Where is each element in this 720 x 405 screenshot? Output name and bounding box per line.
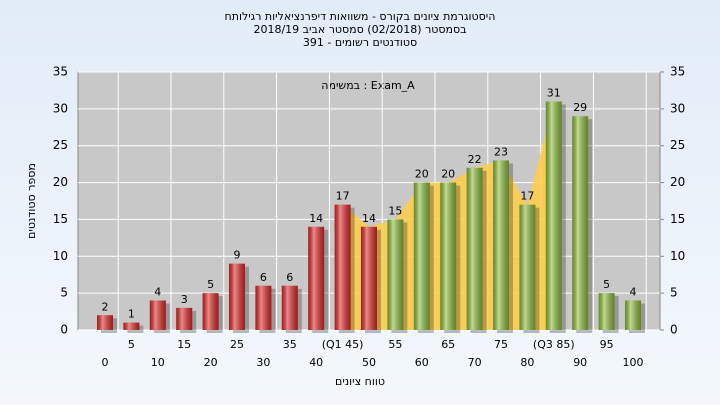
y2-tick-label: 15 [670, 212, 685, 226]
data-label: 1 [128, 308, 135, 321]
x-tick-label: 65 [441, 338, 455, 351]
y-tick-label: 0 [60, 323, 68, 337]
y2-tick-label: 5 [670, 286, 678, 300]
x-tick-label: 70 [468, 356, 482, 369]
y2-tick-label: 25 [670, 138, 685, 152]
x-tick-label: 25 [230, 338, 244, 351]
y-tick-label: 20 [53, 175, 68, 189]
x-tick-label: 5 [128, 338, 135, 351]
x-tick-label: (Q3 85) [533, 338, 575, 351]
data-label: 15 [388, 204, 402, 217]
bar-shine [413, 182, 430, 330]
data-label: 5 [603, 278, 610, 291]
y-axis-label: מספר סטודנטים [25, 163, 38, 239]
x-tick-label: 75 [494, 338, 508, 351]
data-label: 14 [309, 212, 323, 225]
y-tick-label: 15 [53, 212, 68, 226]
data-label: 6 [286, 271, 293, 284]
x-tick-label: 95 [600, 338, 614, 351]
data-label: 17 [520, 190, 534, 203]
data-label: 23 [494, 145, 508, 158]
y2-tick-label: 20 [670, 175, 685, 189]
bar-shine [519, 204, 536, 330]
bar-shine [493, 160, 509, 330]
bar-shine [149, 300, 166, 330]
bar-shine [361, 226, 377, 330]
y-tick-label: 5 [60, 286, 68, 300]
bar-shine [281, 285, 298, 330]
bar-shine [440, 182, 457, 330]
x-tick-label: 15 [177, 338, 191, 351]
bar-shine [308, 226, 325, 330]
chart-title: היסטוגרמת ציונים בקורס - משוואות דיפרנצי… [225, 10, 496, 23]
x-tick-label: 0 [102, 356, 109, 369]
bar-shine [176, 307, 193, 330]
bar-shine [598, 293, 615, 330]
y2-tick-label: 35 [670, 65, 685, 79]
bar-shine [97, 315, 113, 330]
y2-tick-label: 30 [670, 101, 685, 115]
y-tick-label: 30 [53, 101, 68, 115]
x-tick-label: 10 [151, 356, 165, 369]
x-tick-label: (Q1 45) [322, 338, 364, 351]
bar-shine [229, 263, 245, 330]
bar-shine [572, 116, 589, 330]
data-label: 14 [362, 212, 376, 225]
x-tick-label: 100 [623, 356, 644, 369]
bar-shine [387, 219, 404, 330]
bar-shine [334, 204, 351, 330]
x-tick-label: 40 [309, 356, 323, 369]
subtitle: 391 - סטודנטים רשומים [303, 36, 417, 49]
data-label: 20 [441, 168, 455, 181]
bar-shine [123, 322, 140, 330]
bar-shine [625, 300, 641, 330]
x-tick-label: 50 [362, 356, 376, 369]
subtitle: בסמסטר (02/2018) סמסטר אביב 2018/19 [253, 23, 466, 36]
data-label: 3 [181, 293, 188, 306]
data-label: 17 [336, 190, 350, 203]
data-label: 9 [234, 249, 241, 262]
bar-shine [202, 293, 219, 330]
x-tick-label: 90 [573, 356, 587, 369]
bar-shine [545, 101, 562, 330]
y-tick-label: 35 [53, 65, 68, 79]
x-tick-label: 80 [520, 356, 534, 369]
data-label: 20 [415, 168, 429, 181]
bar-shine [255, 285, 272, 330]
y2-tick-label: 0 [670, 323, 678, 337]
data-label: 2 [102, 300, 109, 313]
bar-shine [466, 167, 483, 330]
y-tick-label: 10 [53, 249, 68, 263]
data-label: 4 [630, 286, 637, 299]
y-tick-label: 25 [53, 138, 68, 152]
data-label: 6 [260, 271, 267, 284]
x-tick-label: 35 [283, 338, 297, 351]
data-label: 31 [547, 86, 561, 99]
data-label: 5 [207, 278, 214, 291]
x-axis-label: טווח ציונים [335, 375, 385, 388]
data-label: 4 [154, 286, 161, 299]
x-tick-label: 55 [388, 338, 402, 351]
x-tick-label: 30 [256, 356, 270, 369]
data-label: 22 [468, 153, 482, 166]
x-tick-label: 20 [204, 356, 218, 369]
x-tick-label: 60 [415, 356, 429, 369]
annotation: במשימה : Exam_A [321, 79, 415, 92]
data-label: 29 [573, 101, 587, 114]
y2-tick-label: 10 [670, 249, 685, 263]
